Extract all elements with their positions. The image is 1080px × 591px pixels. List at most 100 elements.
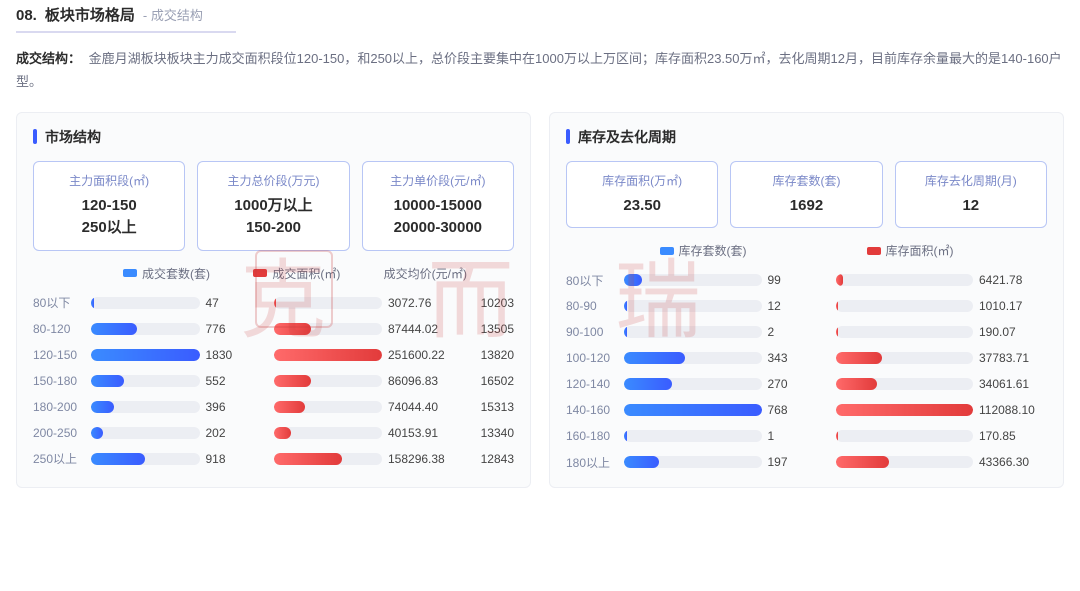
panel-title-right-text: 库存及去化周期 — [578, 127, 676, 147]
bar-track — [274, 401, 383, 413]
bar-fill-red — [274, 323, 312, 335]
bar-track — [836, 456, 974, 468]
bar-value-price: 15313 — [456, 400, 514, 414]
legend-label: 库存套数(套) — [679, 242, 747, 259]
panel-title-right: 库存及去化周期 — [566, 127, 1047, 147]
bar-value-area: 251600.22 — [388, 348, 456, 362]
legend-label: 成交套数(套) — [142, 265, 210, 282]
bar-track — [91, 401, 200, 413]
bar-value-count: 99 — [768, 273, 836, 287]
bar-value-area: 34061.61 — [979, 377, 1047, 391]
legend-label: 成交均价(元/㎡) — [384, 265, 467, 282]
bar-cell-count: 197 — [624, 455, 836, 469]
bar-row: 80以下473072.7610203 — [33, 290, 514, 316]
bar-track — [836, 352, 974, 364]
bar-fill-red — [836, 352, 882, 364]
bar-fill-blue — [624, 404, 762, 416]
legend-swatch-red — [867, 247, 881, 255]
bar-fill-red — [836, 404, 974, 416]
stat-label: 库存去化周期(月) — [902, 172, 1040, 189]
bar-value-area: 74044.40 — [388, 400, 456, 414]
bar-track — [836, 326, 974, 338]
stat-box: 库存面积(万㎡)23.50 — [566, 161, 718, 229]
bar-value-area: 190.07 — [979, 325, 1047, 339]
bar-cell-area: 190.07 — [836, 325, 1048, 339]
bar-fill-blue — [91, 427, 103, 439]
bar-value-area: 43366.30 — [979, 455, 1047, 469]
bar-track — [836, 300, 974, 312]
legend-item: 成交均价(元/㎡) — [384, 265, 514, 282]
section-number: 08. — [16, 7, 37, 24]
bar-track — [274, 375, 383, 387]
bar-value-price: 13820 — [456, 348, 514, 362]
bar-row: 80以下 99 6421.78 — [566, 267, 1047, 293]
bar-track — [624, 300, 762, 312]
bar-value-count: 12 — [768, 299, 836, 313]
bar-track — [836, 430, 974, 442]
panel-title-left: 市场结构 — [33, 127, 514, 147]
bar-cell-count: 343 — [624, 351, 836, 365]
bar-row: 120-1501830251600.2213820 — [33, 342, 514, 368]
row-range-label: 160-180 — [566, 429, 624, 443]
row-range-label: 200-250 — [33, 426, 91, 440]
bar-cell-area: 251600.22 — [274, 348, 457, 362]
bar-track — [91, 323, 200, 335]
legend-item: 成交面积(㎡) — [253, 265, 383, 282]
bar-track — [624, 404, 762, 416]
bar-value-count: 396 — [206, 400, 274, 414]
bar-track — [274, 453, 383, 465]
bar-fill-red — [274, 401, 306, 413]
bar-cell-count: 99 — [624, 273, 836, 287]
bar-value-count: 343 — [768, 351, 836, 365]
section-subtitle: - 成交结构 — [143, 5, 203, 24]
row-range-label: 80以下 — [566, 272, 624, 289]
bar-cell-count: 396 — [91, 400, 274, 414]
bar-cell-count: 1 — [624, 429, 836, 443]
panels-row: 市场结构 主力面积段(㎡)120-150250以上主力总价段(万元)1000万以… — [16, 112, 1064, 489]
bar-fill-red — [836, 378, 878, 390]
row-range-label: 140-160 — [566, 403, 624, 417]
bar-value-area: 112088.10 — [979, 403, 1047, 417]
bar-fill-blue — [624, 274, 642, 286]
stat-box: 主力总价段(万元)1000万以上150-200 — [197, 161, 349, 251]
stat-label: 库存套数(套) — [737, 172, 875, 189]
bar-fill-blue — [91, 375, 124, 387]
bar-track — [274, 323, 383, 335]
bar-value-count: 1830 — [206, 348, 274, 362]
stat-value: 23.50 — [573, 195, 711, 218]
section-title: 板块市场格局 — [45, 4, 135, 25]
row-range-label: 250以上 — [33, 450, 91, 467]
legend-item: 库存面积(㎡) — [867, 242, 954, 259]
inventory-panel: 库存及去化周期 库存面积(万㎡)23.50 库存套数(套) 1692 库存去化周期(月… — [549, 112, 1064, 489]
bar-row: 140-160768112088.10 — [566, 397, 1047, 423]
description-paragraph: 成交结构： 金鹿月湖板块板块主力成交面积段位120-150，和250以上，总价段… — [16, 47, 1064, 94]
stat-value: 1692 — [737, 195, 875, 218]
bar-row: 90-1002 190.07 — [566, 319, 1047, 345]
bar-value-price: 16502 — [456, 374, 514, 388]
bar-track — [274, 349, 383, 361]
row-range-label: 180以上 — [566, 454, 624, 471]
bar-cell-area: 40153.91 — [274, 426, 457, 440]
bar-track — [624, 326, 762, 338]
bar-fill-red — [836, 430, 839, 442]
bar-track — [624, 274, 762, 286]
bar-cell-count: 2 — [624, 325, 836, 339]
bar-fill-red — [274, 453, 342, 465]
bar-cell-count: 47 — [91, 296, 274, 310]
row-range-label: 90-100 — [566, 325, 624, 339]
description-label: 成交结构： — [16, 51, 81, 66]
bar-value-area: 40153.91 — [388, 426, 456, 440]
bar-cell-area: 112088.10 — [836, 403, 1048, 417]
bar-fill-blue — [91, 297, 94, 309]
bar-track — [91, 375, 200, 387]
bar-row: 120-14027034061.61 — [566, 371, 1047, 397]
bar-value-count: 918 — [206, 452, 274, 466]
stat-value: 12 — [902, 195, 1040, 218]
bar-track — [91, 453, 200, 465]
bar-fill-blue — [624, 378, 672, 390]
bar-track — [624, 378, 762, 390]
bar-value-area: 6421.78 — [979, 273, 1047, 287]
bar-track — [836, 404, 974, 416]
bar-value-count: 197 — [768, 455, 836, 469]
stat-row-left: 主力面积段(㎡)120-150250以上主力总价段(万元)1000万以上150-… — [33, 161, 514, 251]
